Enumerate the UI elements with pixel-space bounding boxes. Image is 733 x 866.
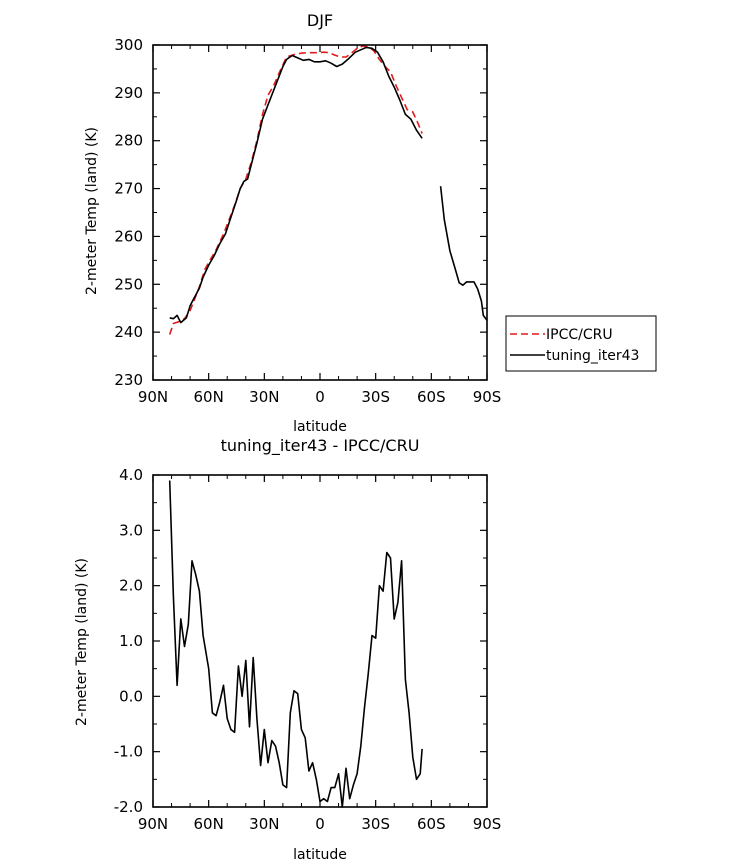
series-line-ipcc-cru <box>168 45 423 335</box>
x-tick-label: 30N <box>249 815 279 833</box>
x-tick-label: 90N <box>138 815 168 833</box>
x-tick-label: 30S <box>361 815 390 833</box>
x-tick-label: 60S <box>417 815 446 833</box>
panel-temperature: DJF 2-meter Temp (land) (K) latitude 90N… <box>84 11 501 435</box>
y-tick-label: -1.0 <box>114 743 143 761</box>
legend: IPCC/CRU tuning_iter43 <box>505 315 657 372</box>
x-tick-label: 60N <box>194 815 224 833</box>
x-tick-label: 60S <box>417 388 446 406</box>
y-tick-label: 270 <box>114 180 143 198</box>
x-tick-label: 0 <box>315 815 325 833</box>
y-tick-label: 4.0 <box>119 466 143 484</box>
legend-label-tuning-iter43: tuning_iter43 <box>546 348 639 364</box>
y-tick-label: 2.0 <box>119 577 143 595</box>
series-line-tuning-iter43-seg2 <box>439 186 488 321</box>
y-tick-label: 240 <box>114 323 143 341</box>
y-axis-label-text: 2-meter Temp (land) (K) <box>84 127 100 295</box>
y-tick-label: 250 <box>114 275 143 293</box>
x-tick-label: 90N <box>138 388 168 406</box>
x-tick-label: 0 <box>315 388 325 406</box>
y-axis-label: 2-meter Temp (land) (K) <box>84 127 100 295</box>
x-tick-label: 60N <box>194 388 224 406</box>
y-tick-label: 230 <box>114 371 143 389</box>
y-tick-label: 3.0 <box>119 521 143 539</box>
plot-frame <box>152 474 488 808</box>
x-tick-label: 30N <box>249 388 279 406</box>
y-tick-label: 280 <box>114 132 143 150</box>
chart-title: tuning_iter43 - IPCC/CRU <box>221 436 420 456</box>
x-tick-label: 90S <box>473 815 502 833</box>
y-axis-label-text: 2-meter Temp (land) (K) <box>74 558 90 726</box>
y-tick-label: 260 <box>114 227 143 245</box>
x-tick-label: 30S <box>361 388 390 406</box>
plot-frame <box>152 44 488 381</box>
y-tick-label: -2.0 <box>114 798 143 816</box>
y-axis-label: 2-meter Temp (land) (K) <box>74 558 90 726</box>
series-line-tuning-iter43-ipcc-cru <box>168 480 423 808</box>
x-tick-label: 90S <box>473 388 502 406</box>
series-line-tuning-iter43-seg1 <box>169 46 423 324</box>
x-axis-label: latitude <box>293 847 347 863</box>
panel-difference: tuning_iter43 - IPCC/CRU 2-meter Temp (l… <box>74 436 501 863</box>
y-tick-label: 300 <box>114 36 143 54</box>
x-axis-label: latitude <box>293 419 347 435</box>
y-tick-label: 290 <box>114 84 143 102</box>
y-tick-label: 1.0 <box>119 632 143 650</box>
y-tick-label: 0.0 <box>119 687 143 705</box>
chart-title: DJF <box>307 11 333 30</box>
legend-box <box>505 315 657 372</box>
legend-label-ipcc-cru: IPCC/CRU <box>546 327 613 343</box>
